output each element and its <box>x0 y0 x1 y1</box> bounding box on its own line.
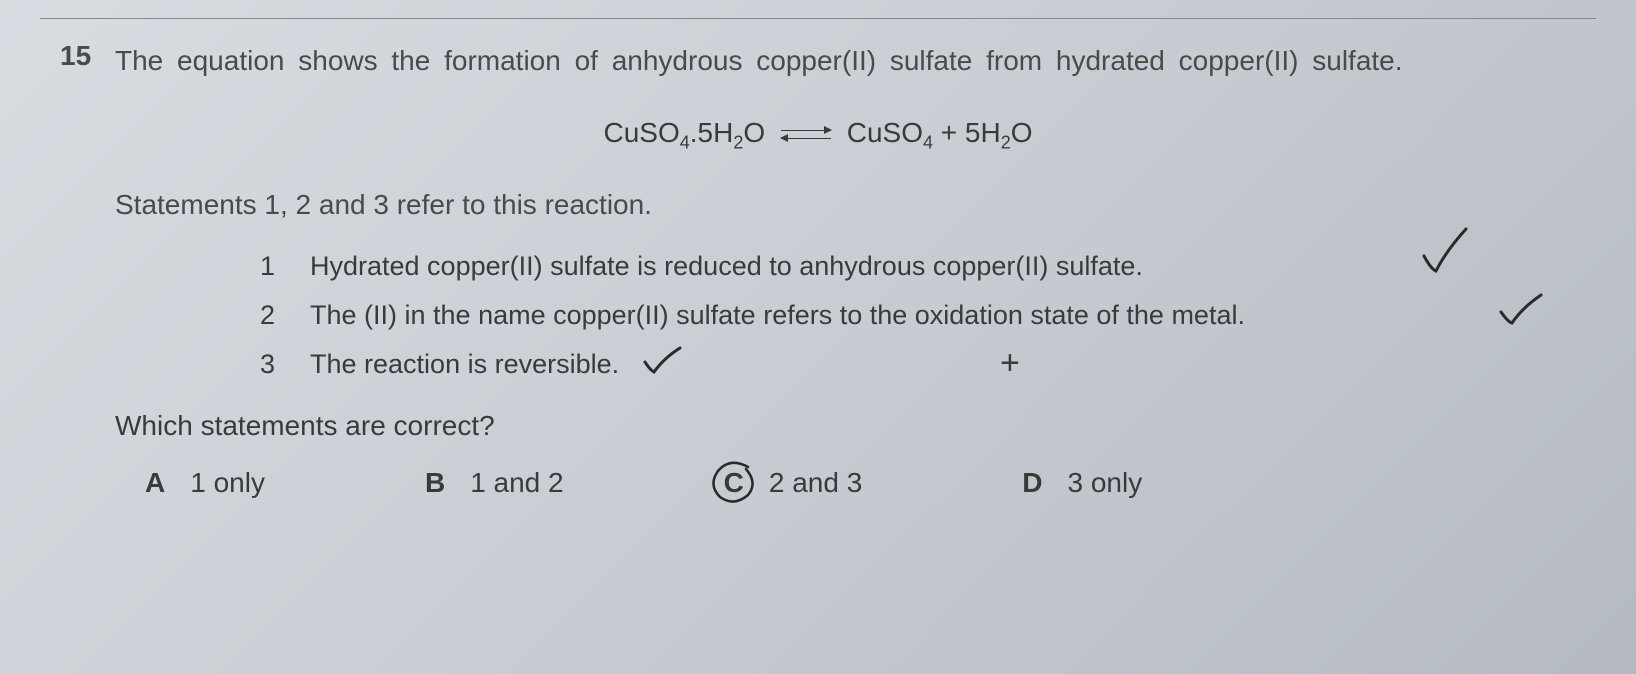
checkmark-icon <box>1416 221 1476 288</box>
statements-list: 1 Hydrated copper(II) sulfate is reduced… <box>260 251 1576 380</box>
question-header: 15 The equation shows the formation of a… <box>60 40 1576 82</box>
statement-text: The (II) in the name copper(II) sulfate … <box>310 300 1576 331</box>
eq-left-compound: CuSO <box>604 117 680 148</box>
eq-right-sub2: 2 <box>1001 133 1011 153</box>
eq-right-compound1: CuSO <box>847 117 923 148</box>
chemical-equation: CuSO4.5H2O CuSO4 + 5H2O <box>60 117 1576 154</box>
plus-annotation: + <box>1000 344 1020 383</box>
circle-annotation-icon <box>710 459 758 503</box>
statement-text: Hydrated copper(II) sulfate is reduced t… <box>310 251 1576 282</box>
question-text: The equation shows the formation of anhy… <box>115 40 1403 82</box>
statement-row: 3 The reaction is reversible. + <box>260 349 1576 380</box>
eq-left-sub2: 2 <box>733 133 743 153</box>
statement-num: 1 <box>260 251 310 282</box>
options-row: A 1 only B 1 and 2 C 2 and 3 D 3 only <box>145 467 1576 499</box>
statement-num: 3 <box>260 349 310 380</box>
option-b[interactable]: B 1 and 2 <box>425 467 564 499</box>
option-letter: B <box>425 467 445 499</box>
statement-row: 2 The (II) in the name copper(II) sulfat… <box>260 300 1576 331</box>
eq-dot: .5H <box>690 117 734 148</box>
eq-plus: + 5H <box>933 117 1001 148</box>
option-d[interactable]: D 3 only <box>1022 467 1142 499</box>
option-c[interactable]: C 2 and 3 <box>724 467 863 499</box>
option-a[interactable]: A 1 only <box>145 467 265 499</box>
checkmark-icon <box>640 344 685 386</box>
horizontal-rule <box>40 18 1596 19</box>
option-letter: A <box>145 467 165 499</box>
eq-right-sub1: 4 <box>923 133 933 153</box>
option-text: 3 only <box>1068 467 1143 499</box>
eq-left-tail: O <box>743 117 765 148</box>
option-text: 2 and 3 <box>769 467 862 499</box>
option-text: 1 and 2 <box>470 467 563 499</box>
statement-row: 1 Hydrated copper(II) sulfate is reduced… <box>260 251 1576 282</box>
question-number: 15 <box>60 40 115 82</box>
checkmark-icon <box>1496 290 1546 337</box>
statement-num: 2 <box>260 300 310 331</box>
eq-right-tail: O <box>1011 117 1033 148</box>
statements-intro: Statements 1, 2 and 3 refer to this reac… <box>115 189 1576 221</box>
statement-text: The reaction is reversible. <box>310 349 1576 380</box>
option-letter: D <box>1022 467 1042 499</box>
which-text: Which statements are correct? <box>115 410 1576 442</box>
eq-left-sub1: 4 <box>680 133 690 153</box>
option-text: 1 only <box>190 467 265 499</box>
